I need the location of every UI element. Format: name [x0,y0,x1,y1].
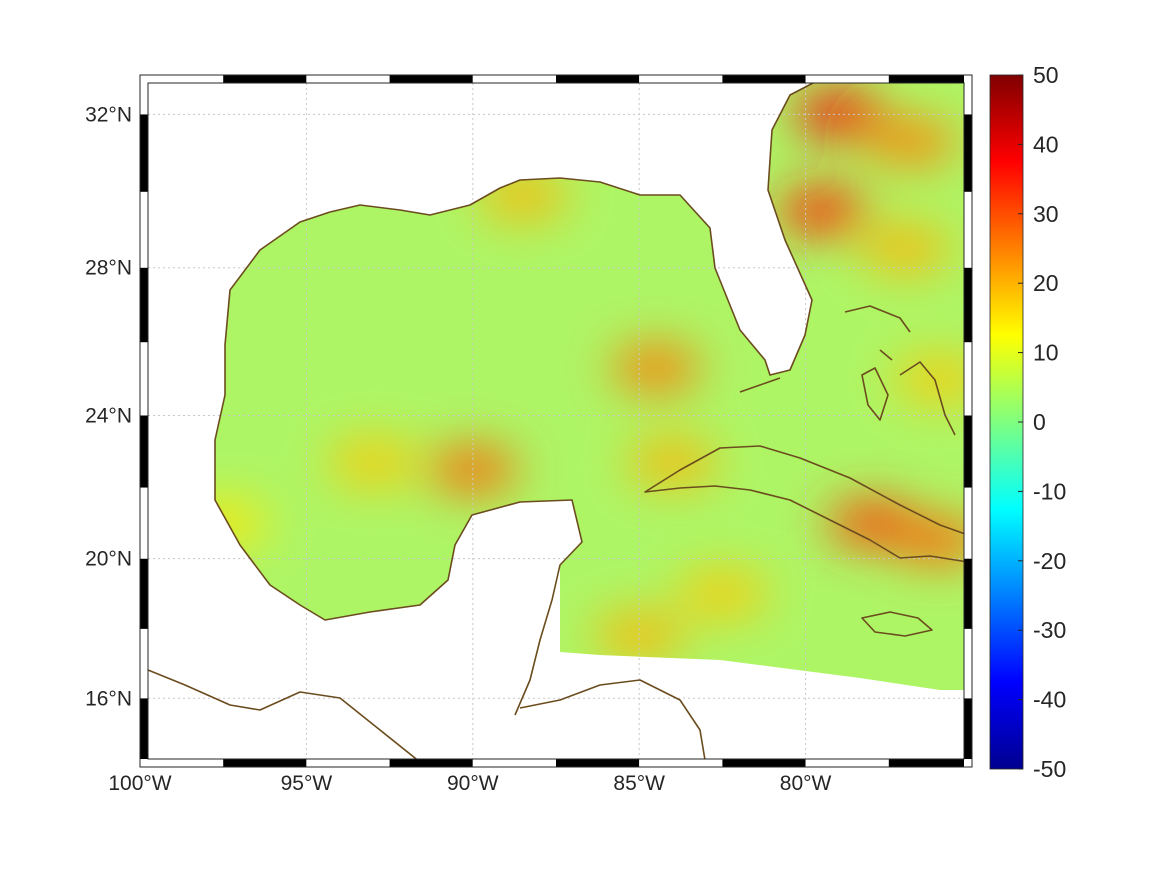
colorbar-tick-label: -10 [1033,478,1066,504]
colorbar-tick-label: 10 [1033,340,1059,366]
hotspot-10 [677,571,768,616]
x-tick-labels: 100°W 95°W 90°W 85°W 80°W [108,772,831,795]
y-tick-label: 28°N [85,257,132,280]
hotspot-1 [777,188,868,233]
colorbar-tick-label: -40 [1033,687,1066,713]
hotspot-7 [610,345,701,390]
colorbar-tick-label: -30 [1033,617,1066,643]
bahamas-islands [844,305,956,436]
colorbar-tick-label: 20 [1033,270,1059,296]
hotspot-8 [327,440,418,485]
florida-keys [739,377,781,393]
central-america-coastline [147,669,421,763]
colorbar-tick-label: -20 [1033,548,1066,574]
x-tick-label: 80°W [780,772,832,795]
bahamas-andros [861,367,889,421]
hotspot-5 [827,501,918,546]
gulf-coastline [329,81,816,376]
hotspot-13 [893,356,965,401]
y-tick-labels: 16°N 20°N 24°N 28°N 32°N [85,103,132,710]
jamaica-outline [861,611,933,637]
hotspot-12 [627,440,718,485]
hotspot-4 [860,226,951,271]
colorbar-tick-label: 0 [1033,409,1046,435]
x-tick-label: 85°W [613,772,665,795]
colorbar [989,74,1024,770]
y-tick-label: 24°N [85,404,132,427]
lat-lon-grid [148,83,964,759]
hotspot-9 [594,613,685,658]
colorbar-labels: 50 40 30 20 10 0 -10 -20 -30 -40 -50 [1018,62,1066,782]
x-tick-label: 90°W [447,772,499,795]
colorbar-tick-label: -50 [1033,756,1066,782]
hotspot-6 [893,518,965,563]
map-frame [139,74,973,768]
honduras-coastline [519,679,706,761]
colorbar-tick-label: 40 [1033,131,1059,157]
y-tick-label: 32°N [85,103,132,126]
x-tick-label: 95°W [281,772,333,795]
mexico-coastline [214,211,583,716]
colorbar-tick-label: 50 [1033,62,1059,88]
hotspot-3 [867,119,958,164]
colorbar-tick-label: 30 [1033,201,1059,227]
x-tick-label: 100°W [108,772,171,795]
y-tick-label: 16°N [85,687,132,710]
y-tick-label: 20°N [85,548,132,571]
